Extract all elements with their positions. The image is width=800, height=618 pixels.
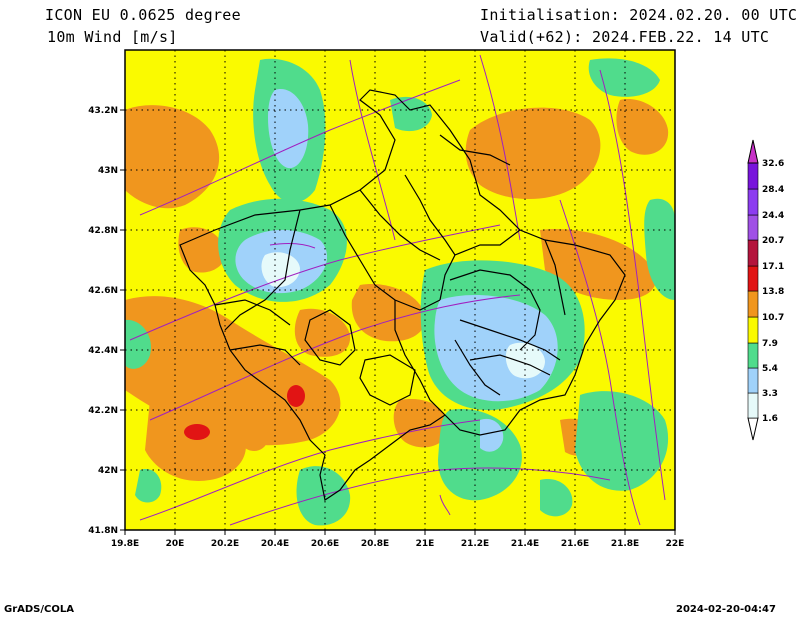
footer-left: GrADS/COLA bbox=[4, 604, 74, 615]
colorbar-label: 13.8 bbox=[762, 287, 784, 297]
lat-label: 42.2N bbox=[88, 406, 118, 416]
lat-label: 42N bbox=[98, 466, 118, 476]
lon-label: 21.2E bbox=[461, 539, 489, 549]
colorbar-box bbox=[747, 367, 759, 394]
lon-label: 19.8E bbox=[111, 539, 139, 549]
lon-label: 22E bbox=[666, 539, 685, 549]
colorbar-box bbox=[747, 342, 759, 369]
colorbar-labels: 1.6 3.3 5.4 7.9 10.7 13.8 17.1 20.7 24.4… bbox=[762, 159, 784, 424]
colorbar-label: 10.7 bbox=[762, 313, 784, 323]
init-time: Initialisation: 2024.02.20. 00 UTC bbox=[480, 6, 798, 24]
colorbar-box bbox=[747, 290, 759, 318]
colorbar-label: 20.7 bbox=[762, 236, 784, 246]
lon-label: 20.4E bbox=[261, 539, 289, 549]
wind-band-17-21 bbox=[184, 385, 305, 440]
colorbar bbox=[747, 139, 759, 441]
lon-label: 20.6E bbox=[311, 539, 339, 549]
model-title: ICON EU 0.0625 degree bbox=[45, 6, 241, 24]
variable-title: 10m Wind [m/s] bbox=[47, 28, 178, 46]
lat-label: 41.8N bbox=[88, 526, 118, 536]
colorbar-label: 3.3 bbox=[762, 389, 778, 399]
streamlines bbox=[129, 54, 666, 526]
colorbar-box bbox=[747, 392, 759, 419]
colorbar-low-arrow bbox=[747, 417, 759, 441]
footer-right: 2024-02-20-04:47 bbox=[676, 604, 776, 615]
colorbar-box bbox=[747, 162, 759, 190]
colorbar-label: 32.6 bbox=[762, 159, 784, 169]
lat-label: 42.4N bbox=[88, 346, 118, 356]
colorbar-box bbox=[747, 188, 759, 216]
grid bbox=[125, 50, 675, 530]
colorbar-label: 1.6 bbox=[762, 414, 778, 424]
lat-label: 43.2N bbox=[88, 106, 118, 116]
lat-label: 43N bbox=[98, 166, 118, 176]
lon-label: 21.8E bbox=[611, 539, 639, 549]
colorbar-box bbox=[747, 316, 759, 344]
lat-label: 42.8N bbox=[88, 226, 118, 236]
colorbar-box bbox=[747, 214, 759, 241]
lon-label: 20.2E bbox=[211, 539, 239, 549]
lon-label: 21.4E bbox=[511, 539, 539, 549]
lat-label: 42.6N bbox=[88, 286, 118, 296]
colorbar-label: 5.4 bbox=[762, 364, 778, 374]
colorbar-label: 7.9 bbox=[762, 339, 778, 349]
tick-marks bbox=[120, 109, 676, 535]
wind-field bbox=[125, 50, 675, 530]
colorbar-box bbox=[747, 239, 759, 267]
colorbar-label: 17.1 bbox=[762, 262, 784, 272]
lon-label: 21.6E bbox=[561, 539, 589, 549]
lon-labels: 19.8E 20E 20.2E 20.4E 20.6E 20.8E 21E 21… bbox=[111, 539, 685, 549]
lat-labels: 43.2N 43N 42.8N 42.6N 42.4N 42.2N 42N 41… bbox=[88, 106, 118, 536]
wind-band-below-3 bbox=[261, 252, 545, 379]
colorbar-box bbox=[747, 265, 759, 292]
lon-label: 20.8E bbox=[361, 539, 389, 549]
lon-label: 21E bbox=[416, 539, 435, 549]
colorbar-high-arrow bbox=[747, 139, 759, 164]
lon-label: 20E bbox=[166, 539, 185, 549]
colorbar-label: 24.4 bbox=[762, 211, 784, 221]
colorbar-label: 28.4 bbox=[762, 185, 784, 195]
valid-time: Valid(+62): 2024.FEB.22. 14 UTC bbox=[480, 28, 770, 46]
